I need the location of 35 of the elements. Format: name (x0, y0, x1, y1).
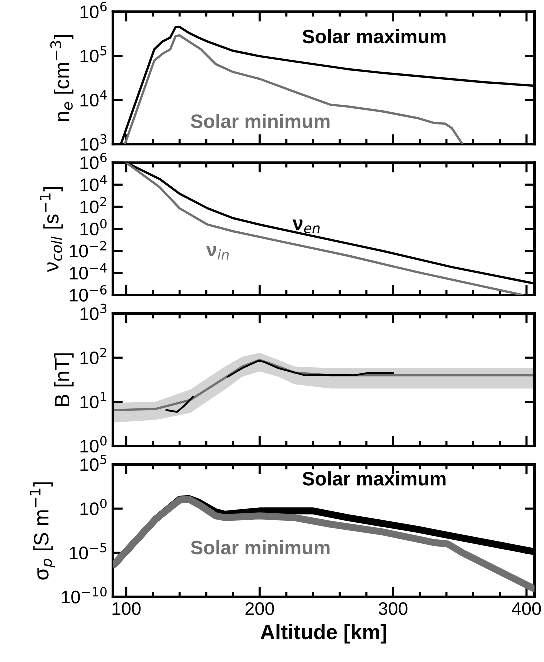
y-tick-label: 10$^{−4}$ (70, 263, 107, 280)
legend-label: Solar maximum (302, 472, 446, 486)
y-tick-label: 10$^{3}$ (80, 134, 107, 151)
series-label: Solar minimum (191, 114, 330, 128)
y-tick-label: 10$^{0}$ (80, 219, 107, 236)
y-tick-label: 10$^{0}$ (80, 498, 107, 516)
line-series (113, 359, 535, 412)
y-axis-title: n$_{e}$ [cm$^{−3}$] (50, 35, 74, 122)
legend-label: Solar maximum (302, 29, 446, 44)
y-tick-label: 10$^{4}$ (80, 90, 107, 107)
y-tick-label: 10$^{5}$ (80, 455, 107, 472)
y-tick-label: 10$^{2}$ (80, 348, 106, 365)
series-label: ν$_{en}$ (292, 220, 320, 234)
x-tick-label: 300 (378, 602, 408, 616)
y-tick-label: 10$^{1}$ (80, 392, 107, 409)
x-tick-label: 400 (512, 602, 542, 616)
y-tick-label: 10$^{−2}$ (70, 241, 106, 258)
y-tick-label: 10$^{6}$ (80, 2, 107, 18)
y-tick-label: 10$^{2}$ (80, 197, 106, 214)
y-tick-label: 10$^{0}$ (80, 436, 107, 453)
y-tick-label: 10$^{−5}$ (70, 543, 107, 560)
series-label: ν$_{in}$ (206, 246, 229, 260)
y-axis-title: B [nT] (54, 354, 74, 406)
y-tick-label: 10$^{−6}$ (70, 285, 107, 302)
y-tick-label: 10$^{3}$ (80, 304, 107, 320)
y-axis-title: ν$_{coll}$ [s$^{−1}$] (40, 187, 63, 272)
y-tick-label: 10$^{−10}$ (62, 587, 107, 604)
x-tick-label: 100 (112, 602, 141, 616)
x-axis-title: Altitude [km] (260, 624, 386, 644)
y-axis-title: σ$_{p}$ [S m$^{−1}$] (30, 482, 56, 580)
x-tick-label: 200 (246, 602, 274, 616)
series-label: Solar minimum (191, 540, 330, 555)
y-tick-label: 10$^{6}$ (80, 152, 107, 170)
y-tick-label: 10$^{5}$ (80, 46, 107, 63)
y-tick-label: 10$^{4}$ (80, 175, 107, 192)
